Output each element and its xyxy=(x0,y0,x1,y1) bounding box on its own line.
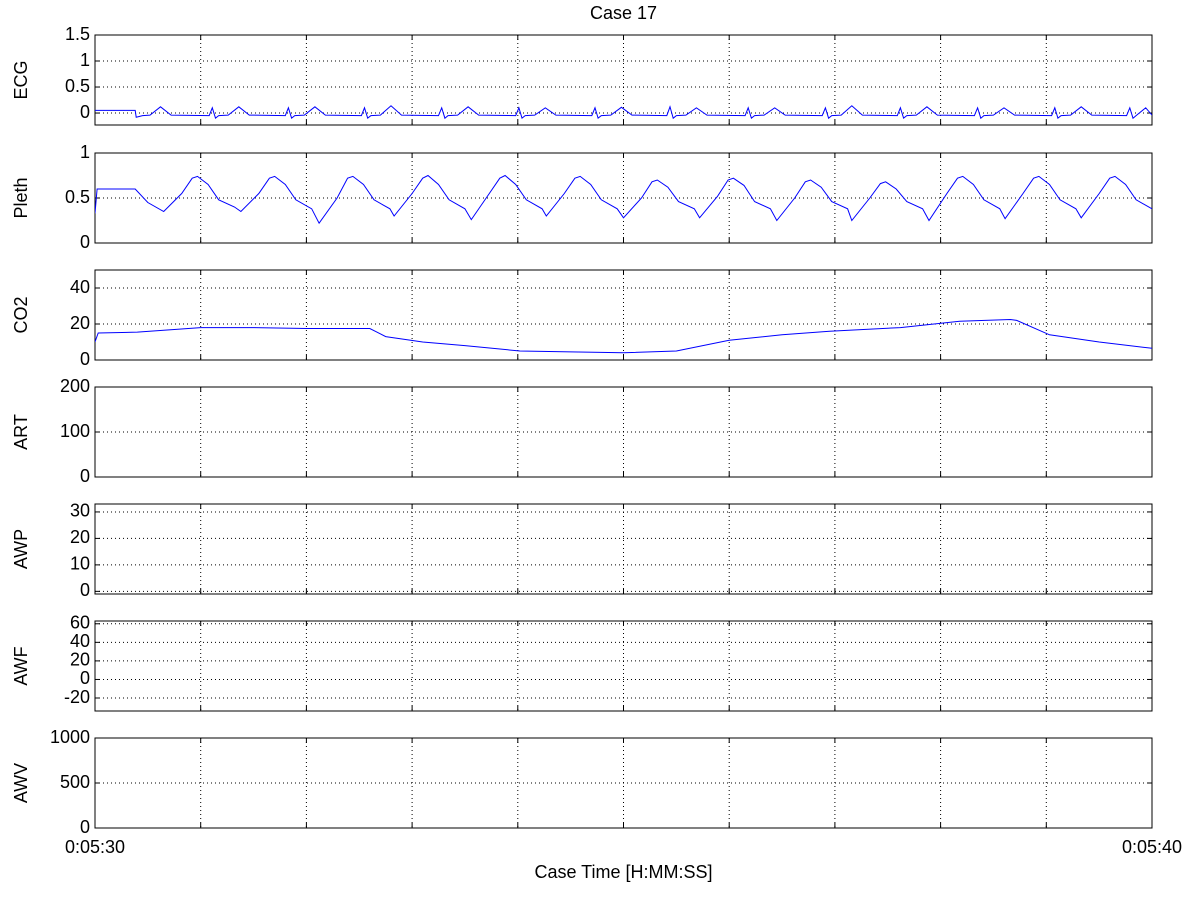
y-tick-label: 0.5 xyxy=(65,76,90,96)
x-tick-label: 0:05:30 xyxy=(65,837,125,857)
y-tick-label: 0 xyxy=(80,817,90,837)
y-tick-label: 100 xyxy=(60,421,90,441)
signal-line xyxy=(95,318,1152,354)
plot-border xyxy=(94,503,1153,595)
y-tick-label: 20 xyxy=(70,313,90,333)
chart-title: Case 17 xyxy=(590,3,657,23)
y-tick-label: 40 xyxy=(70,631,90,651)
y-tick-label: 500 xyxy=(60,772,90,792)
y-tick-label: 1 xyxy=(80,142,90,162)
plot-border xyxy=(94,34,1153,126)
y-tick-label: 0.5 xyxy=(65,187,90,207)
y-tick-label: 10 xyxy=(70,554,90,574)
y-tick-label: 20 xyxy=(70,527,90,547)
plot-border xyxy=(94,269,1153,361)
plot-border xyxy=(94,620,1153,712)
y-tick-label: 1 xyxy=(80,50,90,70)
y-axis-label: CO2 xyxy=(11,296,31,333)
y-tick-label: 60 xyxy=(70,613,90,633)
y-axis-label: Pleth xyxy=(11,177,31,218)
y-tick-label: 0 xyxy=(80,102,90,122)
y-tick-label: -20 xyxy=(64,687,90,707)
y-axis-label: AWP xyxy=(11,529,31,569)
x-tick-label: 0:05:40 xyxy=(1122,837,1182,857)
y-tick-label: 0 xyxy=(80,580,90,600)
y-axis-label: ART xyxy=(11,414,31,450)
plot-border xyxy=(94,386,1153,478)
plot-border xyxy=(94,737,1153,829)
y-tick-label: 40 xyxy=(70,277,90,297)
y-tick-label: 0 xyxy=(80,668,90,688)
y-axis-label: ECG xyxy=(11,60,31,99)
y-tick-label: 1.5 xyxy=(65,24,90,44)
y-axis-label: AWV xyxy=(11,763,31,803)
y-axis-label: AWF xyxy=(11,646,31,685)
y-tick-label: 200 xyxy=(60,376,90,396)
x-axis-label: Case Time [H:MM:SS] xyxy=(534,862,712,882)
y-tick-label: 0 xyxy=(80,349,90,369)
plot-border xyxy=(94,152,1153,244)
y-tick-label: 1000 xyxy=(50,727,90,747)
y-tick-label: 20 xyxy=(70,650,90,670)
signal-line xyxy=(95,174,1152,225)
y-tick-label: 0 xyxy=(80,466,90,486)
signal-line xyxy=(95,105,1152,120)
y-tick-label: 0 xyxy=(80,232,90,252)
y-tick-label: 30 xyxy=(70,501,90,521)
